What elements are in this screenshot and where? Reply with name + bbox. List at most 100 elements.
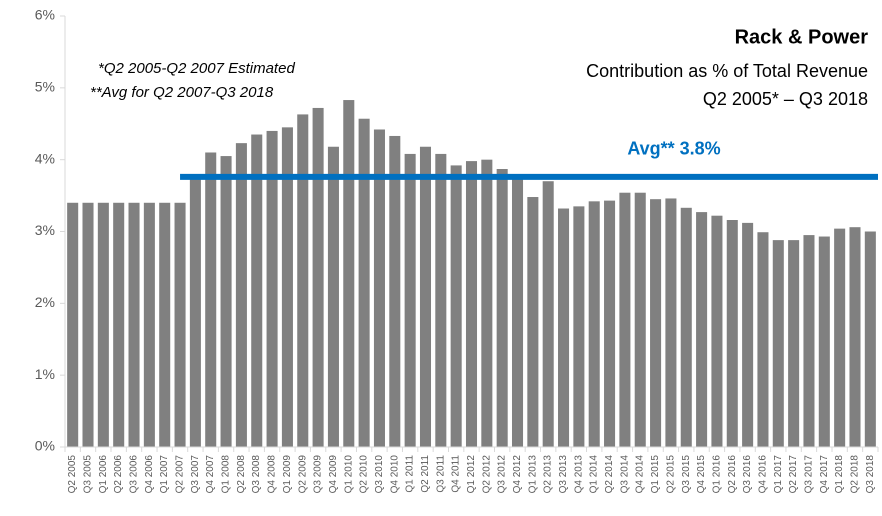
bar (435, 153, 447, 448)
bar (358, 118, 370, 447)
x-tick-label: Q1 2012 (466, 455, 477, 494)
x-tick-label: Q3 2009 (313, 455, 324, 494)
bar (312, 107, 324, 448)
x-tick-label: Q2 2014 (604, 455, 615, 494)
x-tick-label: Q1 2014 (589, 455, 600, 494)
x-tick-label: Q4 2012 (512, 455, 523, 494)
x-tick-label: Q3 2014 (619, 455, 630, 494)
bar (619, 192, 631, 447)
x-tick-label: Q4 2008 (267, 455, 278, 494)
average-label: Avg** 3.8% (627, 139, 720, 159)
bar (327, 146, 339, 447)
bar (205, 152, 217, 447)
x-tick-label: Q4 2014 (635, 455, 646, 494)
x-tick-label: Q3 2018 (865, 455, 876, 494)
x-tick-label: Q4 2011 (451, 455, 462, 493)
bar (772, 240, 784, 447)
x-tick-label: Q1 2017 (773, 455, 784, 494)
subtitle: Q2 2005* – Q3 2018 (703, 89, 868, 109)
bar (481, 159, 493, 447)
bar (788, 240, 800, 447)
bar (389, 135, 401, 447)
x-tick-label: Q4 2017 (819, 455, 830, 494)
bar (834, 228, 846, 447)
x-tick-label: Q3 2015 (681, 455, 692, 494)
bar (235, 143, 247, 447)
bar (343, 100, 355, 448)
bar (465, 161, 478, 447)
x-tick-label: Q2 2018 (849, 455, 860, 494)
annotation: **Avg for Q2 2007-Q3 2018 (90, 84, 274, 101)
x-tick-label: Q2 2011 (420, 455, 431, 493)
bar (634, 192, 646, 447)
x-tick-label: Q1 2016 (711, 455, 722, 494)
bar (742, 222, 754, 447)
bar (849, 227, 861, 447)
x-tick-label: Q3 2016 (742, 455, 753, 494)
bar (726, 220, 738, 447)
x-tick-label: Q1 2008 (221, 455, 232, 494)
bar (650, 199, 662, 447)
x-tick-label: Q3 2013 (558, 455, 569, 494)
bar (281, 127, 293, 447)
bar (174, 202, 186, 447)
bar (373, 129, 385, 447)
bar (297, 114, 309, 447)
x-tick-label: Q4 2016 (757, 455, 768, 494)
x-tick-label: Q1 2015 (650, 455, 661, 494)
bar (113, 202, 125, 447)
x-tick-label: Q2 2009 (297, 455, 308, 494)
x-tick-label: Q3 2011 (435, 455, 446, 493)
x-tick-label: Q1 2011 (405, 455, 416, 493)
x-tick-label: Q4 2015 (696, 455, 707, 494)
bar (711, 215, 723, 447)
x-tick-label: Q1 2006 (98, 455, 109, 494)
x-tick-label: Q3 2012 (497, 455, 508, 494)
bar (419, 146, 432, 447)
bar (143, 202, 155, 447)
x-tick-label: Q2 2015 (665, 455, 676, 494)
bar (128, 202, 140, 447)
x-tick-label: Q2 2016 (727, 455, 738, 494)
x-tick-label: Q3 2008 (251, 455, 262, 494)
bar (189, 177, 201, 447)
bar (696, 212, 708, 447)
x-tick-label: Q2 2012 (481, 455, 492, 494)
x-tick-label: Q4 2010 (389, 455, 400, 494)
x-tick-label: Q2 2007 (175, 455, 186, 494)
x-tick-label: Q1 2010 (343, 455, 354, 494)
x-tick-label: Q4 2007 (205, 455, 216, 494)
bar (82, 202, 94, 447)
annotation: *Q2 2005-Q2 2007 Estimated (98, 60, 295, 77)
x-tick-label: Q1 2018 (834, 455, 845, 494)
bar (573, 206, 585, 447)
subtitle: Contribution as % of Total Revenue (586, 61, 868, 81)
y-tick-label: 3% (35, 222, 55, 238)
bar (680, 207, 692, 447)
bar (757, 232, 769, 447)
bar (450, 165, 462, 447)
bar (542, 181, 554, 447)
y-tick-label: 4% (35, 150, 55, 166)
bar (803, 235, 815, 447)
bar (220, 156, 232, 447)
bar (665, 198, 677, 447)
bar (251, 134, 263, 447)
y-tick-label: 5% (35, 79, 55, 95)
bar (496, 169, 508, 447)
y-tick-label: 6% (35, 7, 55, 23)
x-tick-label: Q4 2013 (573, 455, 584, 494)
bar (604, 200, 616, 447)
bar (404, 153, 416, 448)
x-tick-label: Q4 2006 (144, 455, 155, 494)
bar (97, 202, 109, 447)
x-tick-label: Q3 2005 (83, 455, 94, 494)
x-tick-label: Q1 2013 (527, 455, 538, 494)
bar (588, 201, 600, 447)
chart-title: Rack & Power (735, 26, 869, 48)
x-tick-label: Q4 2009 (328, 455, 339, 494)
bar (864, 231, 876, 447)
x-tick-label: Q2 2013 (543, 455, 554, 494)
bar (67, 202, 79, 447)
